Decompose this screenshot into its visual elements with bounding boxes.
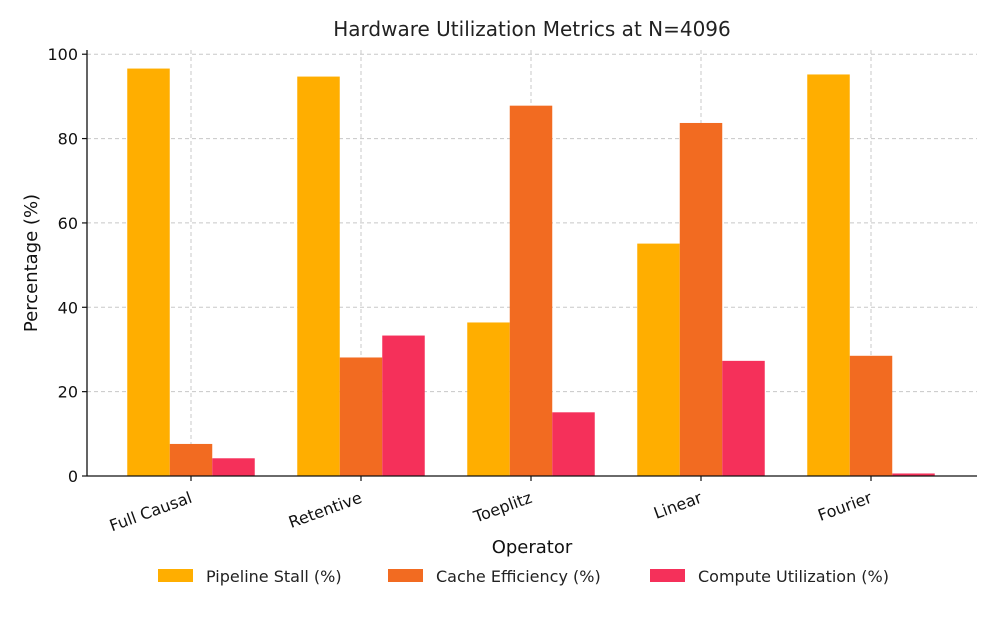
bar-fourier-series-1	[807, 74, 850, 476]
bar-linear-series-3	[722, 360, 765, 476]
y-ticks: 0 20 40 60 80 100	[47, 45, 87, 486]
legend-label: Pipeline Stall (%)	[206, 567, 342, 586]
legend: Pipeline Stall (%) Cache Efficiency (%) Co…	[158, 567, 889, 586]
y-tick-label: 80	[58, 130, 78, 149]
legend-swatch	[158, 569, 193, 582]
y-tick-label: 0	[68, 467, 78, 486]
bar-retentive-series-3	[382, 335, 425, 476]
bar-linear-series-1	[637, 243, 680, 476]
x-axis-label: Operator	[492, 537, 573, 558]
chart-title: Hardware Utilization Metrics at N=4096	[333, 17, 731, 41]
y-tick-label: 20	[58, 383, 78, 402]
x-tick-label: Fourier	[815, 488, 875, 525]
bar-full-causal-series-3	[212, 458, 255, 476]
bar-toeplitz-series-1	[467, 322, 510, 476]
axes	[86, 50, 977, 477]
x-tick-label: Linear	[651, 488, 705, 523]
bar-retentive-series-1	[297, 76, 340, 477]
x-tick-label: Retentive	[286, 488, 364, 532]
y-tick-label: 60	[58, 214, 78, 233]
bars	[127, 68, 935, 477]
y-tick-label: 40	[58, 298, 78, 317]
bar-toeplitz-series-2	[509, 105, 553, 477]
bar-fourier-series-3	[892, 473, 935, 476]
x-ticks: Full Causal Retentive Toeplitz Linear Fourie…	[107, 476, 875, 535]
bar-retentive-series-2	[339, 357, 383, 476]
legend-swatch	[388, 569, 423, 582]
bar-toeplitz-series-3	[552, 412, 595, 476]
y-axis-label: Percentage (%)	[21, 194, 42, 332]
bar-fourier-series-2	[849, 355, 893, 476]
legend-label: Cache Efficiency (%)	[436, 567, 601, 586]
legend-label: Compute Utilization (%)	[698, 567, 889, 586]
legend-swatch	[650, 569, 685, 582]
bar-full-causal-series-1	[127, 68, 170, 477]
x-tick-label: Full Causal	[107, 488, 194, 535]
bar-linear-series-2	[679, 122, 723, 476]
x-tick-label: Toeplitz	[470, 488, 534, 527]
bar-full-causal-series-2	[169, 443, 213, 476]
y-tick-label: 100	[47, 45, 78, 64]
